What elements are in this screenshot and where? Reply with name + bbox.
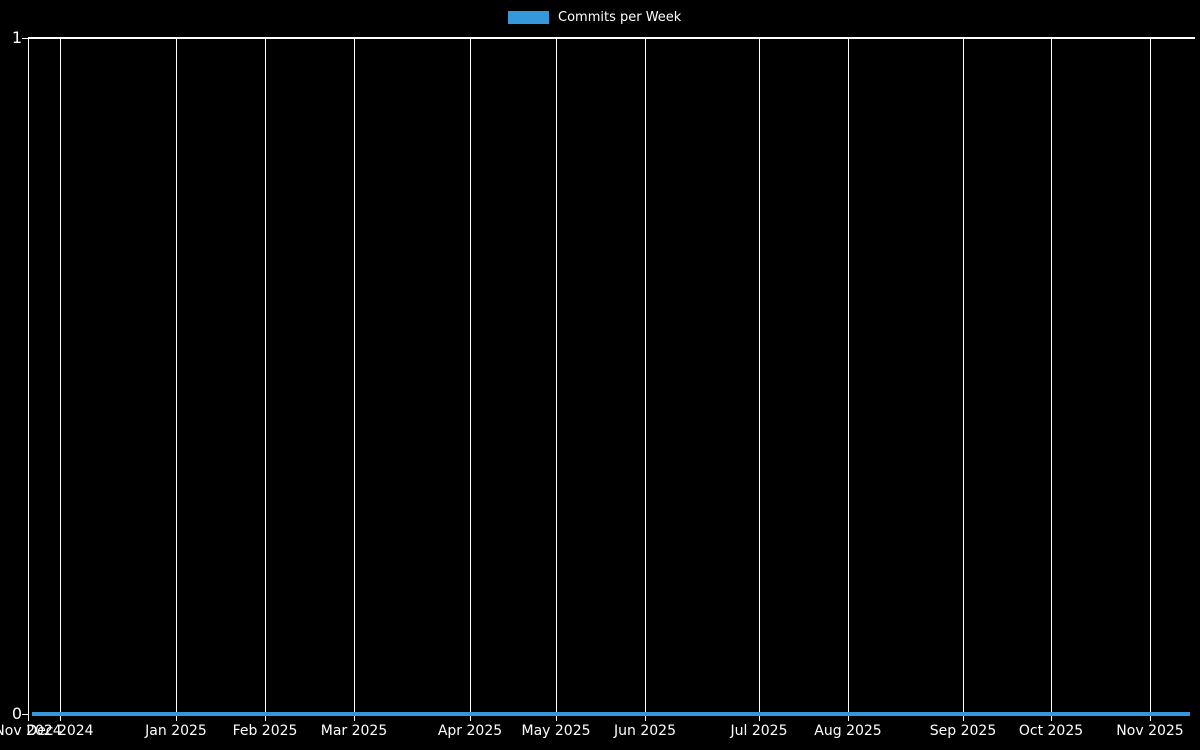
gridline-dec-2024 <box>60 38 61 714</box>
x-tick-mar-2025 <box>354 714 355 721</box>
gridline-nov-2024 <box>28 38 29 714</box>
x-label-jul-2025: Jul 2025 <box>730 723 788 739</box>
x-label-feb-2025: Feb 2025 <box>232 723 298 739</box>
legend-swatch-commits-per-week <box>508 10 549 24</box>
gridline-jan-2025 <box>176 38 177 714</box>
legend-label-commits-per-week: Commits per Week <box>558 9 682 25</box>
x-tick-may-2025 <box>556 714 557 721</box>
gridline-may-2025 <box>556 38 557 714</box>
gridline-jul-2025 <box>759 38 760 714</box>
gridline-apr-2025 <box>470 38 471 714</box>
y-axis-label-bottom: 0 <box>11 704 22 723</box>
x-label-aug-2025: Aug 2025 <box>814 723 882 739</box>
x-tick-nov-2025 <box>1150 714 1151 721</box>
x-label-oct-2025: Oct 2025 <box>1018 723 1084 739</box>
x-tick-aug-2025 <box>848 714 849 721</box>
gridline-aug-2025 <box>848 38 849 714</box>
x-tick-jul-2025 <box>759 714 760 721</box>
x-label-nov-2024: Nov 2024 <box>0 723 62 739</box>
gridline-sep-2025 <box>963 38 964 714</box>
chart-legend: Commits per Week <box>508 6 681 28</box>
x-tick-sep-2025 <box>963 714 964 721</box>
x-tick-feb-2025 <box>265 714 266 721</box>
x-tick-jan-2025 <box>176 714 177 721</box>
gridline-feb-2025 <box>265 38 266 714</box>
x-label-dec-2024: Dec 2024 <box>26 723 94 739</box>
x-label-may-2025: May 2025 <box>521 723 591 739</box>
gridline-nov-2025 <box>1150 38 1151 714</box>
y-axis-label-top: 1 <box>11 28 22 47</box>
y-axis-tick-top <box>22 38 29 39</box>
gridline-mar-2025 <box>354 38 355 714</box>
x-label-jan-2025: Jan 2025 <box>145 723 207 739</box>
x-label-jun-2025: Jun 2025 <box>614 723 676 739</box>
x-tick-jun-2025 <box>645 714 646 721</box>
x-label-apr-2025: Apr 2025 <box>437 723 503 739</box>
x-label-nov-2025: Nov 2025 <box>1116 723 1184 739</box>
gridline-jun-2025 <box>645 38 646 714</box>
y-axis-tick-bottom <box>22 714 29 715</box>
x-tick-nov-2024 <box>28 714 29 721</box>
data-series-commits-per-week <box>32 712 1190 716</box>
x-tick-oct-2025 <box>1051 714 1052 721</box>
x-tick-apr-2025 <box>470 714 471 721</box>
x-tick-dec-2024 <box>60 714 61 721</box>
gridline-oct-2025 <box>1051 38 1052 714</box>
x-label-sep-2025: Sep 2025 <box>929 723 997 739</box>
axis-top-spine <box>28 37 1195 39</box>
x-label-mar-2025: Mar 2025 <box>320 723 388 739</box>
